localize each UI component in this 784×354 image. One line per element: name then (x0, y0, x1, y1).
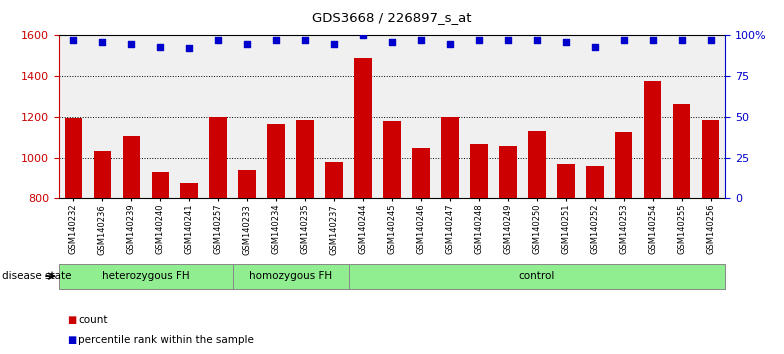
Point (502, 38, 514, 43)
Point (67, 38, 79, 43)
Bar (412, 148, 430, 198)
Bar (209, 117, 227, 198)
Bar (64, 118, 82, 198)
Point (444, 41, 456, 46)
Point (357, 33, 369, 38)
FancyBboxPatch shape (233, 264, 349, 289)
Text: ■: ■ (67, 315, 76, 325)
Text: GDS3668 / 226897_s_at: GDS3668 / 226897_s_at (312, 11, 472, 24)
Point (531, 38, 543, 43)
Point (241, 41, 253, 46)
Bar (441, 117, 459, 198)
Point (299, 38, 311, 43)
Point (705, 38, 717, 43)
Bar (180, 183, 198, 198)
Point (125, 41, 137, 46)
FancyBboxPatch shape (349, 264, 725, 289)
Bar (702, 120, 720, 198)
Point (183, 46, 195, 51)
Point (560, 39, 572, 45)
Text: disease state: disease state (2, 271, 71, 281)
Bar (557, 164, 575, 198)
Point (270, 38, 282, 43)
Bar (93, 152, 111, 198)
Bar (296, 120, 314, 198)
Bar (122, 136, 140, 198)
Bar (354, 58, 372, 198)
Text: percentile rank within the sample: percentile rank within the sample (78, 335, 254, 345)
Bar (325, 161, 343, 198)
Text: homozygous FH: homozygous FH (249, 271, 332, 281)
Point (96, 39, 108, 45)
FancyBboxPatch shape (59, 264, 233, 289)
Point (473, 38, 485, 43)
Bar (528, 131, 546, 198)
Point (386, 39, 398, 45)
Bar (586, 166, 604, 198)
Bar (267, 124, 285, 198)
Point (647, 38, 659, 43)
Point (212, 38, 224, 43)
Text: heterozygous FH: heterozygous FH (102, 271, 190, 281)
Text: count: count (78, 315, 108, 325)
Point (618, 38, 630, 43)
Bar (499, 146, 517, 198)
Bar (615, 132, 633, 198)
Bar (644, 81, 662, 198)
Point (676, 38, 688, 43)
Point (154, 44, 166, 50)
Bar (238, 170, 256, 198)
Bar (151, 172, 169, 198)
Point (589, 44, 601, 50)
Bar (383, 121, 401, 198)
Point (328, 41, 340, 46)
Point (415, 38, 427, 43)
Bar (470, 144, 488, 198)
Bar (673, 104, 691, 198)
Text: ■: ■ (67, 335, 76, 345)
Text: control: control (519, 271, 555, 281)
